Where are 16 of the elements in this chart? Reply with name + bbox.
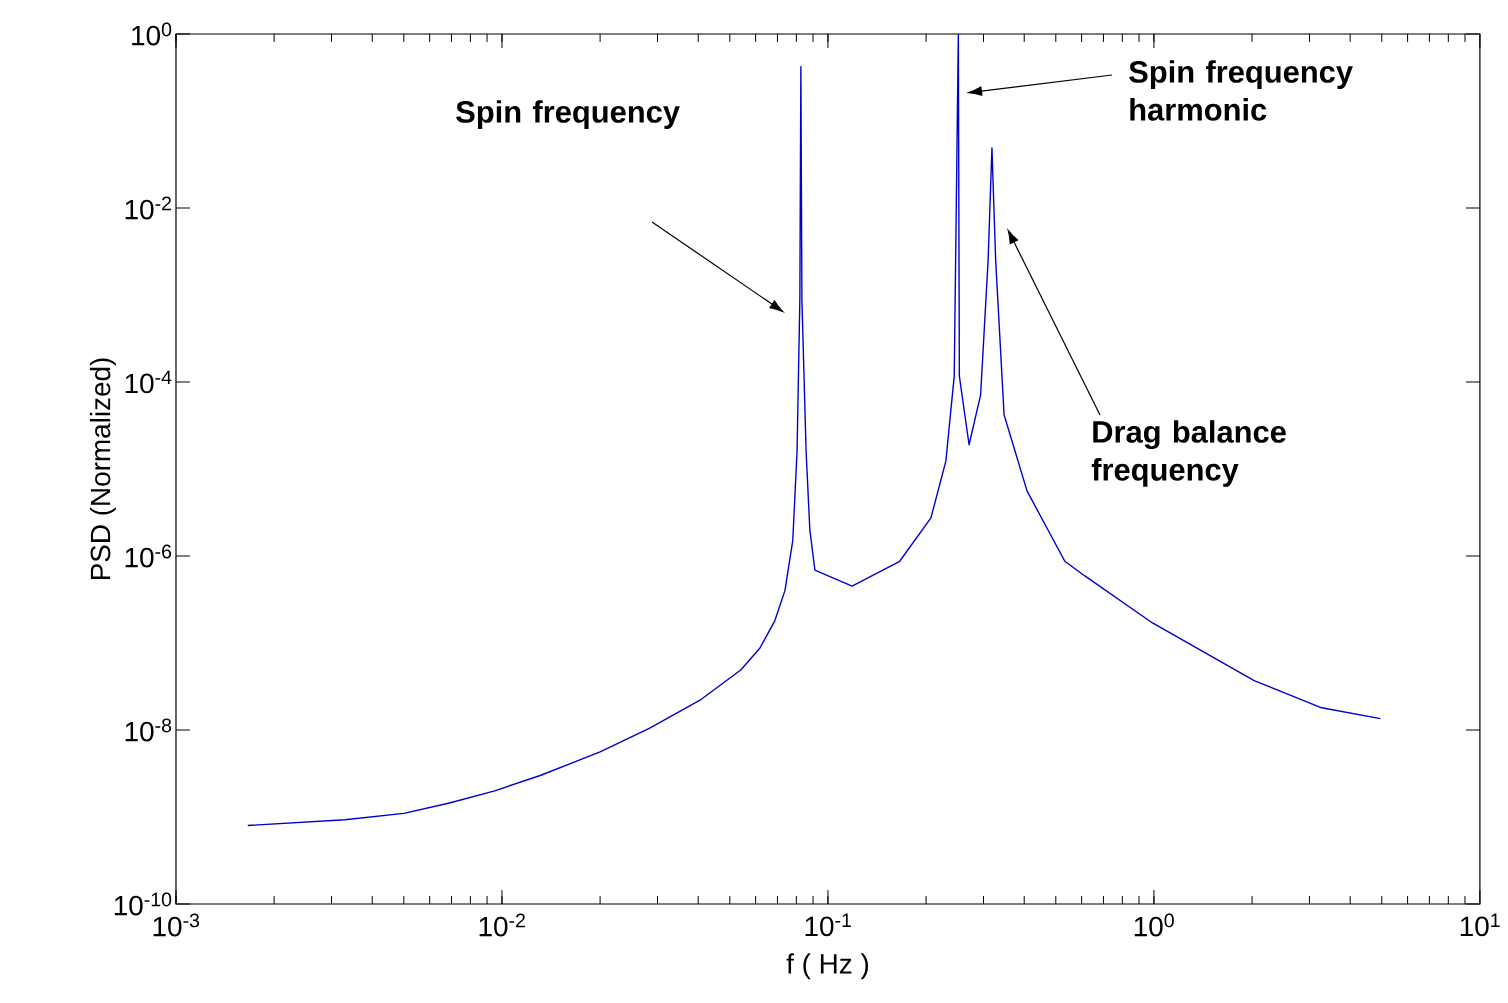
y-tick-label: 10$^{-10}$ bbox=[114, 892, 172, 916]
annotation: Drag balance frequency bbox=[1091, 420, 1286, 487]
x-tick-label: 10$^{-2}$ bbox=[479, 913, 525, 937]
x-tick-label: 10$^{-3}$ bbox=[153, 913, 200, 937]
y-tick-label: 10$^{-8}$ bbox=[125, 718, 172, 742]
x-axis-title: f ( Hz ) bbox=[786, 953, 869, 980]
annotation: Spin frequency bbox=[456, 100, 680, 129]
y-axis-title: PSD (Normalized) bbox=[89, 358, 116, 580]
y-tick-label: 10$^{-4}$ bbox=[125, 370, 172, 394]
y-tick-label: 10$^{0}$ bbox=[132, 22, 172, 46]
y-tick-label: 10$^{-6}$ bbox=[125, 544, 172, 568]
y-tick-label: 10$^{-2}$ bbox=[125, 196, 171, 220]
annotation: Spin frequency harmonic bbox=[1129, 60, 1353, 121]
x-tick-label: 10$^{0}$ bbox=[1134, 913, 1174, 937]
x-tick-label: 10$^{1}$ bbox=[1460, 913, 1500, 937]
x-tick-label: 10$^{-1}$ bbox=[805, 913, 851, 937]
